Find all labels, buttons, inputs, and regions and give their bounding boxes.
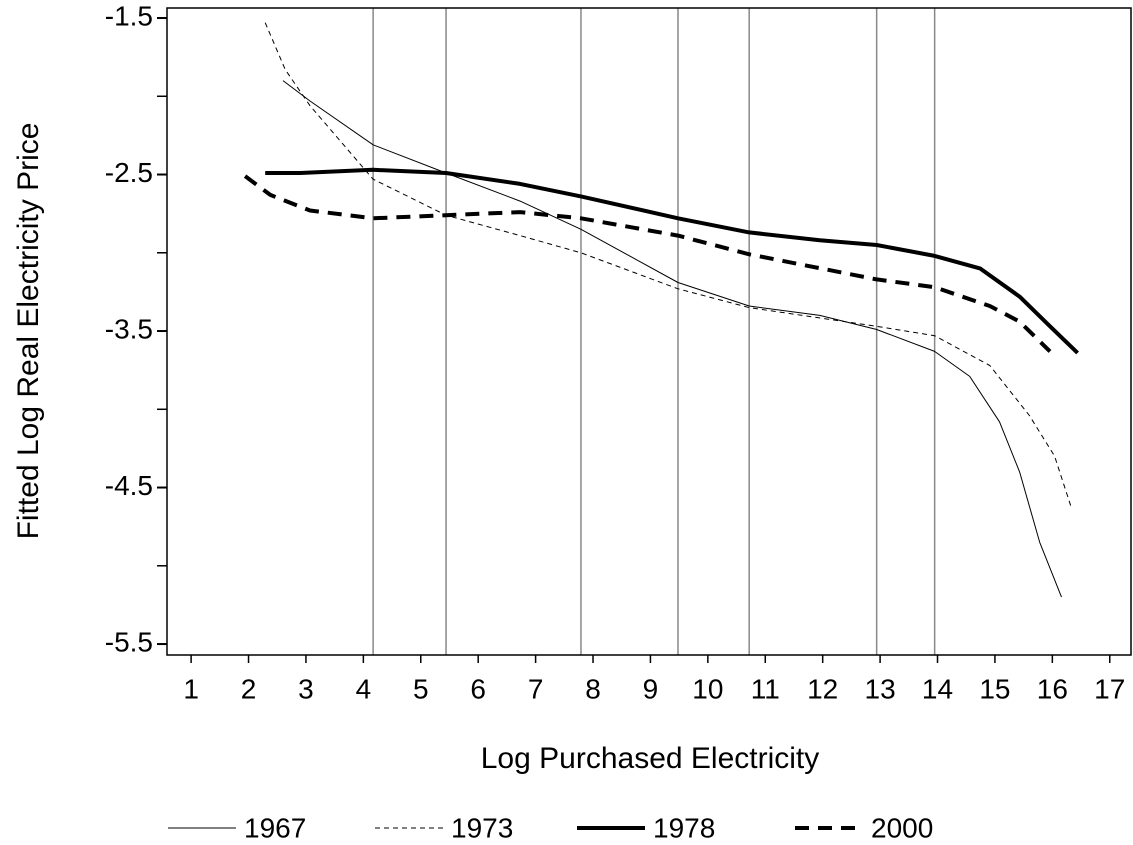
x-tick-label: 16 bbox=[1037, 673, 1068, 704]
y-axis-label: Fitted Log Real Electricity Price bbox=[12, 123, 45, 540]
x-tick-label: 6 bbox=[470, 673, 486, 704]
x-tick-label: 9 bbox=[643, 673, 659, 704]
x-tick-label: 14 bbox=[922, 673, 953, 704]
legend-label: 1967 bbox=[244, 812, 306, 843]
y-tick-label: -3.5 bbox=[105, 313, 153, 344]
x-axis-label: Log Purchased Electricity bbox=[481, 742, 820, 775]
series-line bbox=[243, 174, 1052, 353]
series-line bbox=[282, 80, 1062, 598]
y-tick-label: -4.5 bbox=[105, 470, 153, 501]
y-tick-label: -2.5 bbox=[105, 157, 153, 188]
x-tick-label: 8 bbox=[585, 673, 601, 704]
x-tick-label: 4 bbox=[356, 673, 372, 704]
x-tick-label: 12 bbox=[807, 673, 838, 704]
x-tick-label: 11 bbox=[751, 673, 780, 704]
legend-label: 1978 bbox=[653, 812, 715, 843]
series-line bbox=[265, 167, 1079, 355]
x-tick-label: 7 bbox=[528, 673, 544, 704]
legend-label: 1973 bbox=[451, 812, 513, 843]
plot-frame bbox=[166, 7, 1132, 656]
x-tick-label: 17 bbox=[1094, 673, 1125, 704]
x-tick-label: 5 bbox=[413, 673, 429, 704]
series-line bbox=[264, 22, 1073, 510]
x-tick-label: 10 bbox=[692, 673, 723, 704]
x-tick-label: 1 bbox=[183, 673, 199, 704]
y-tick-label: -1.5 bbox=[105, 0, 153, 31]
legend-label: 2000 bbox=[871, 812, 933, 843]
x-tick-label: 3 bbox=[298, 673, 314, 704]
x-tick-label: 15 bbox=[979, 673, 1010, 704]
x-tick-label: 2 bbox=[241, 673, 257, 704]
y-tick-label: -5.5 bbox=[105, 626, 153, 657]
x-tick-label: 13 bbox=[865, 673, 896, 704]
